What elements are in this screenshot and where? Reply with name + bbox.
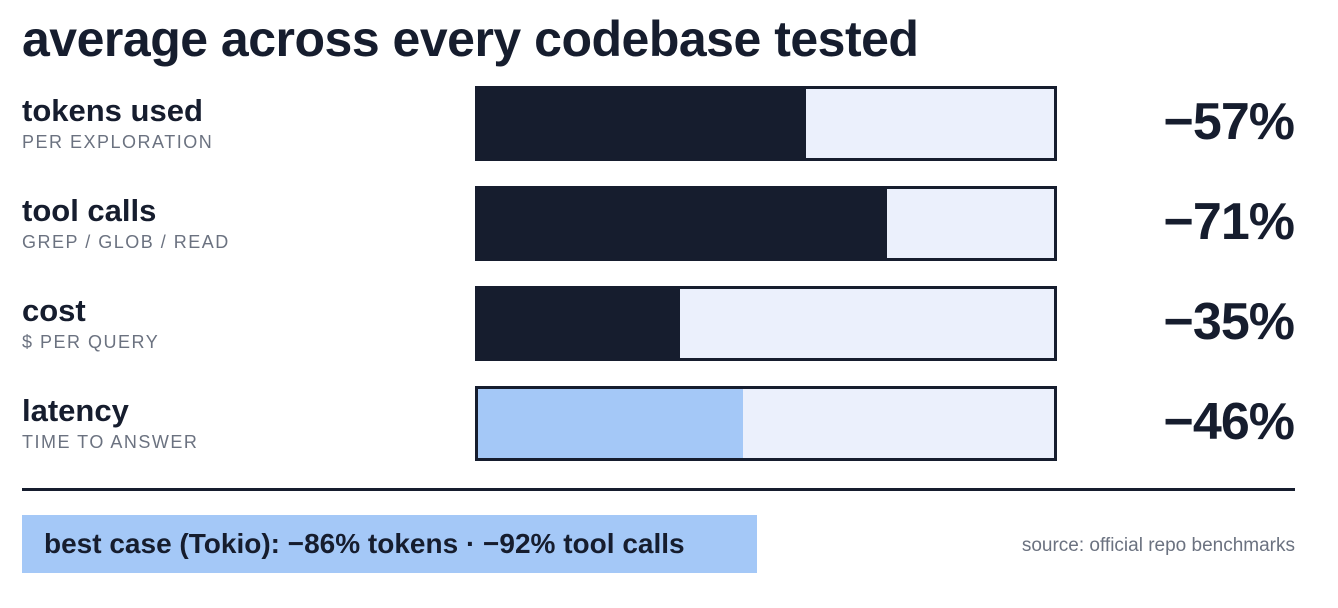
bar-track [475,286,1057,361]
bar-fill [478,289,680,358]
row-sublabel: $ PER QUERY [22,332,160,352]
row-value: −46% [1163,393,1295,451]
row-label: tool calls [22,193,157,228]
bar-fill [478,389,743,458]
row-value: −71% [1163,193,1295,251]
row-sublabel: GREP / GLOB / READ [22,232,230,252]
row-label: tokens used [22,93,203,128]
best-case-text: best case (Tokio): −86% tokens · −92% to… [44,528,685,559]
row-label: latency [22,393,129,428]
bar-row: cost $ PER QUERY −35% [0,286,1338,366]
bar-track [475,386,1057,461]
row-value: −35% [1163,293,1295,351]
bar-row: tool calls GREP / GLOB / READ −71% [0,186,1338,266]
source-note: source: official repo benchmarks [1021,535,1295,556]
bar-row: latency TIME TO ANSWER −46% [0,386,1338,466]
bar-fill [478,89,807,158]
bar-track [475,186,1057,261]
divider [22,488,1295,491]
bar-track [475,86,1057,161]
chart-title: average across every codebase tested [22,11,919,67]
bar-row: tokens used PER EXPLORATION −57% [0,86,1338,166]
row-value: −57% [1163,93,1295,151]
row-sublabel: PER EXPLORATION [22,132,214,152]
row-sublabel: TIME TO ANSWER [22,432,199,452]
best-case-callout: best case (Tokio): −86% tokens · −92% to… [22,515,757,573]
bar-fill [478,189,887,258]
row-label: cost [22,293,86,328]
